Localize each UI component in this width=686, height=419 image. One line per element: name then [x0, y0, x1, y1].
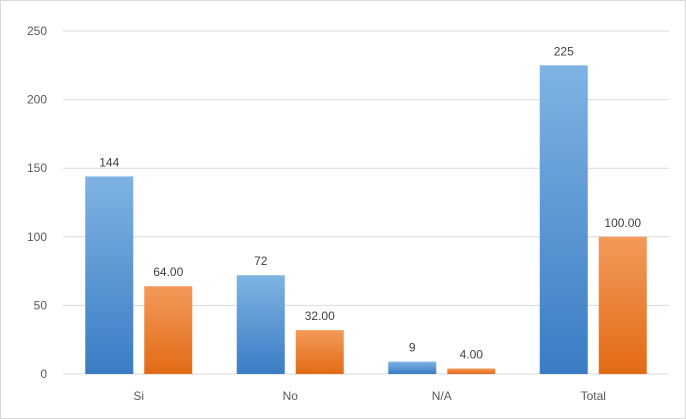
y-tick-label: 0 — [40, 367, 47, 381]
data-label: 32.00 — [305, 309, 335, 323]
bar-total-series1 — [539, 65, 588, 375]
y-tick-label: 100 — [27, 230, 47, 244]
bar-na-series1 — [388, 361, 437, 374]
bar-si-series1 — [85, 176, 134, 374]
data-label: 72 — [254, 254, 268, 268]
y-tick-label: 50 — [34, 298, 48, 312]
bars — [85, 65, 647, 375]
bar-no-series1 — [236, 275, 285, 374]
category-label: N/A — [432, 389, 452, 403]
x-axis-categories: Si No N/A Total — [133, 389, 606, 403]
y-tick-label: 150 — [27, 161, 47, 175]
bar-si-series2 — [144, 286, 193, 374]
data-label: 144 — [99, 155, 119, 169]
category-label: No — [283, 389, 299, 403]
category-label: Total — [581, 389, 606, 403]
y-tick-label: 200 — [27, 93, 47, 107]
data-label: 225 — [554, 44, 574, 58]
bar-total-series2 — [598, 236, 647, 374]
y-axis-ticks: 0 50 100 150 200 250 — [27, 24, 47, 381]
data-label: 9 — [409, 341, 416, 355]
bar-no-series2 — [295, 330, 344, 374]
data-labels: 144 64.00 72 32.00 9 4.00 225 100.00 — [99, 44, 641, 361]
data-label: 4.00 — [460, 348, 484, 362]
y-tick-label: 250 — [27, 24, 47, 38]
bar-na-series2 — [447, 368, 496, 374]
data-label: 64.00 — [153, 265, 183, 279]
category-label: Si — [133, 389, 144, 403]
data-label: 100.00 — [604, 216, 641, 230]
